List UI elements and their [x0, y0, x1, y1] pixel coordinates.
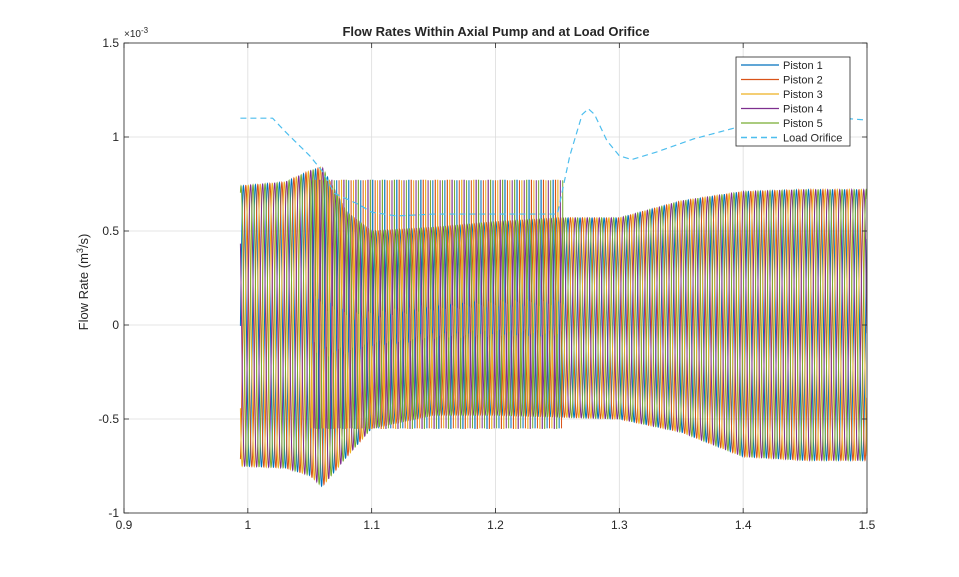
y-tick-label: 0: [112, 318, 119, 332]
y-axis-label-main: Flow Rate (m: [76, 253, 91, 330]
y-tick-label: -0.5: [98, 412, 119, 426]
y-axis-label-tail: /s): [76, 234, 91, 248]
x-tick-label: 1.1: [363, 518, 380, 532]
x-tick-label: 1.5: [859, 518, 876, 532]
y-tick-label: 1: [112, 130, 119, 144]
y-exponent-power: -3: [141, 26, 149, 35]
x-tick-label: 1.3: [611, 518, 628, 532]
legend-label-3: Piston 3: [783, 89, 823, 101]
x-tick-label: 0.9: [116, 518, 133, 532]
legend-label-1: Piston 1: [783, 60, 823, 72]
legend: Piston 1 Piston 2 Piston 3 Piston 4 Piston 5…: [735, 56, 851, 147]
series-line-5: [239, 169, 867, 486]
y-axis: -1 -0.5 0 0.5 1 1.5: [98, 36, 867, 520]
y-axis-label-sup: 3: [75, 248, 85, 253]
legend-label-5: Piston 5: [783, 118, 823, 130]
series-line-4: [239, 166, 867, 484]
y-tick-label: 0.5: [102, 224, 119, 238]
x-tick-label: 1: [244, 518, 251, 532]
y-exponent-base: ×10: [124, 29, 141, 40]
x-tick-label: 1.2: [487, 518, 504, 532]
legend-label-4: Piston 4: [783, 104, 823, 116]
legend-box: [735, 56, 851, 147]
x-tick-label: 1.4: [735, 518, 752, 532]
x-axis: 0.9 1 1.1 1.2 1.3 1.4 1.5: [116, 43, 876, 532]
y-exponent-label: ×10-3: [124, 26, 149, 40]
chart-title: Flow Rates Within Axial Pump and at Load…: [342, 24, 649, 39]
legend-label-6: Load Orifice: [783, 133, 842, 145]
y-tick-label: 1.5: [102, 36, 119, 50]
y-axis-label: Flow Rate (m3/s): [75, 234, 91, 331]
y-tick-label: -1: [108, 506, 119, 520]
legend-label-2: Piston 2: [783, 75, 823, 87]
series-line-3: [239, 165, 867, 483]
